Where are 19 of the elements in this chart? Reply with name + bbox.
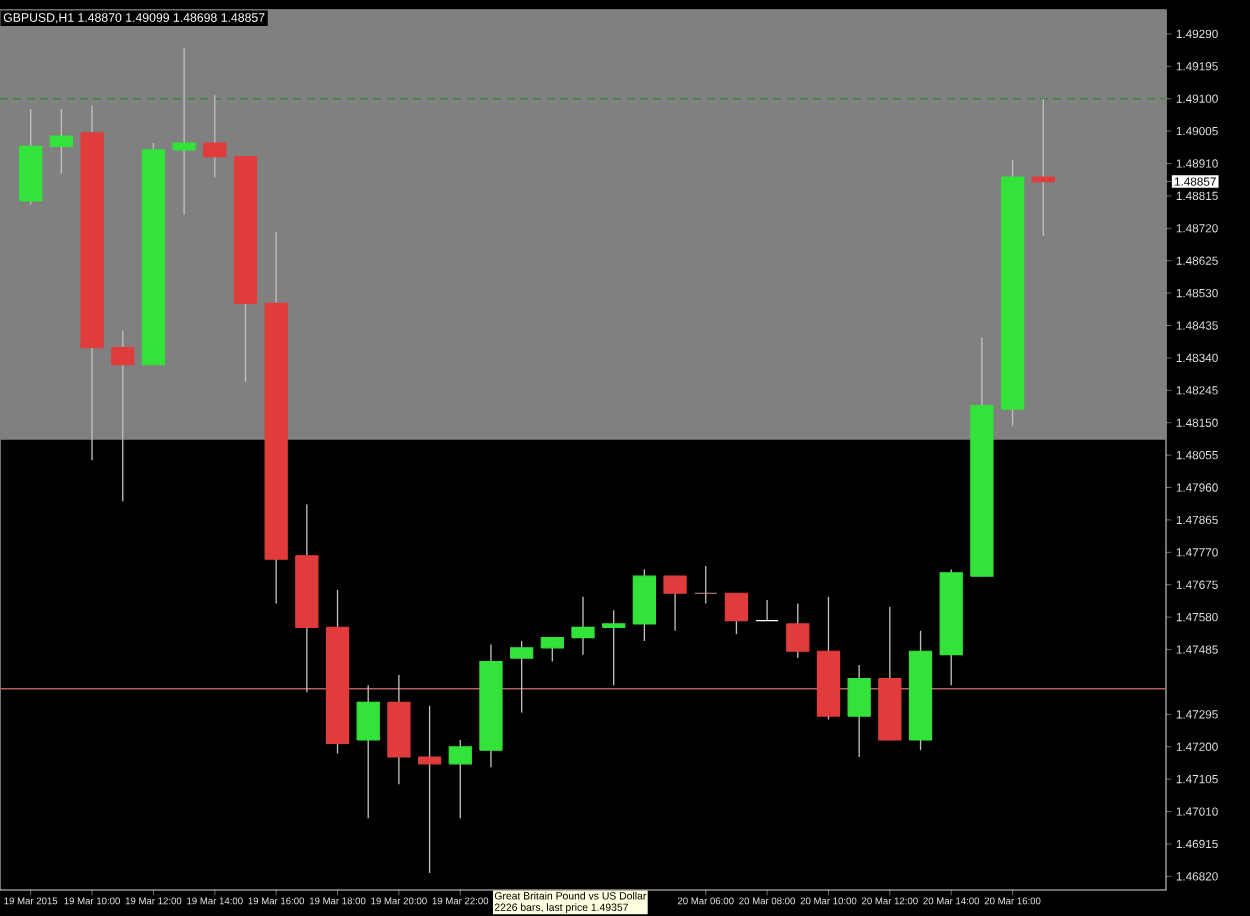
candlestick (632, 568, 657, 642)
candlestick (509, 640, 534, 714)
candlestick (694, 565, 718, 605)
candlestick (786, 602, 810, 659)
candlestick (111, 329, 135, 502)
candlestick (1031, 98, 1055, 237)
candlestick (356, 684, 380, 820)
candlestick (540, 636, 564, 663)
candlestick (417, 705, 442, 874)
candlestick (172, 46, 196, 216)
candlestick (602, 609, 626, 687)
candlestick (49, 108, 74, 175)
candlestick (847, 664, 871, 758)
candlestick (448, 739, 472, 820)
candlestick (755, 599, 779, 622)
candlestick (571, 596, 595, 656)
candlestick (663, 575, 687, 632)
candlestick (724, 592, 749, 635)
candlestick (203, 94, 227, 178)
